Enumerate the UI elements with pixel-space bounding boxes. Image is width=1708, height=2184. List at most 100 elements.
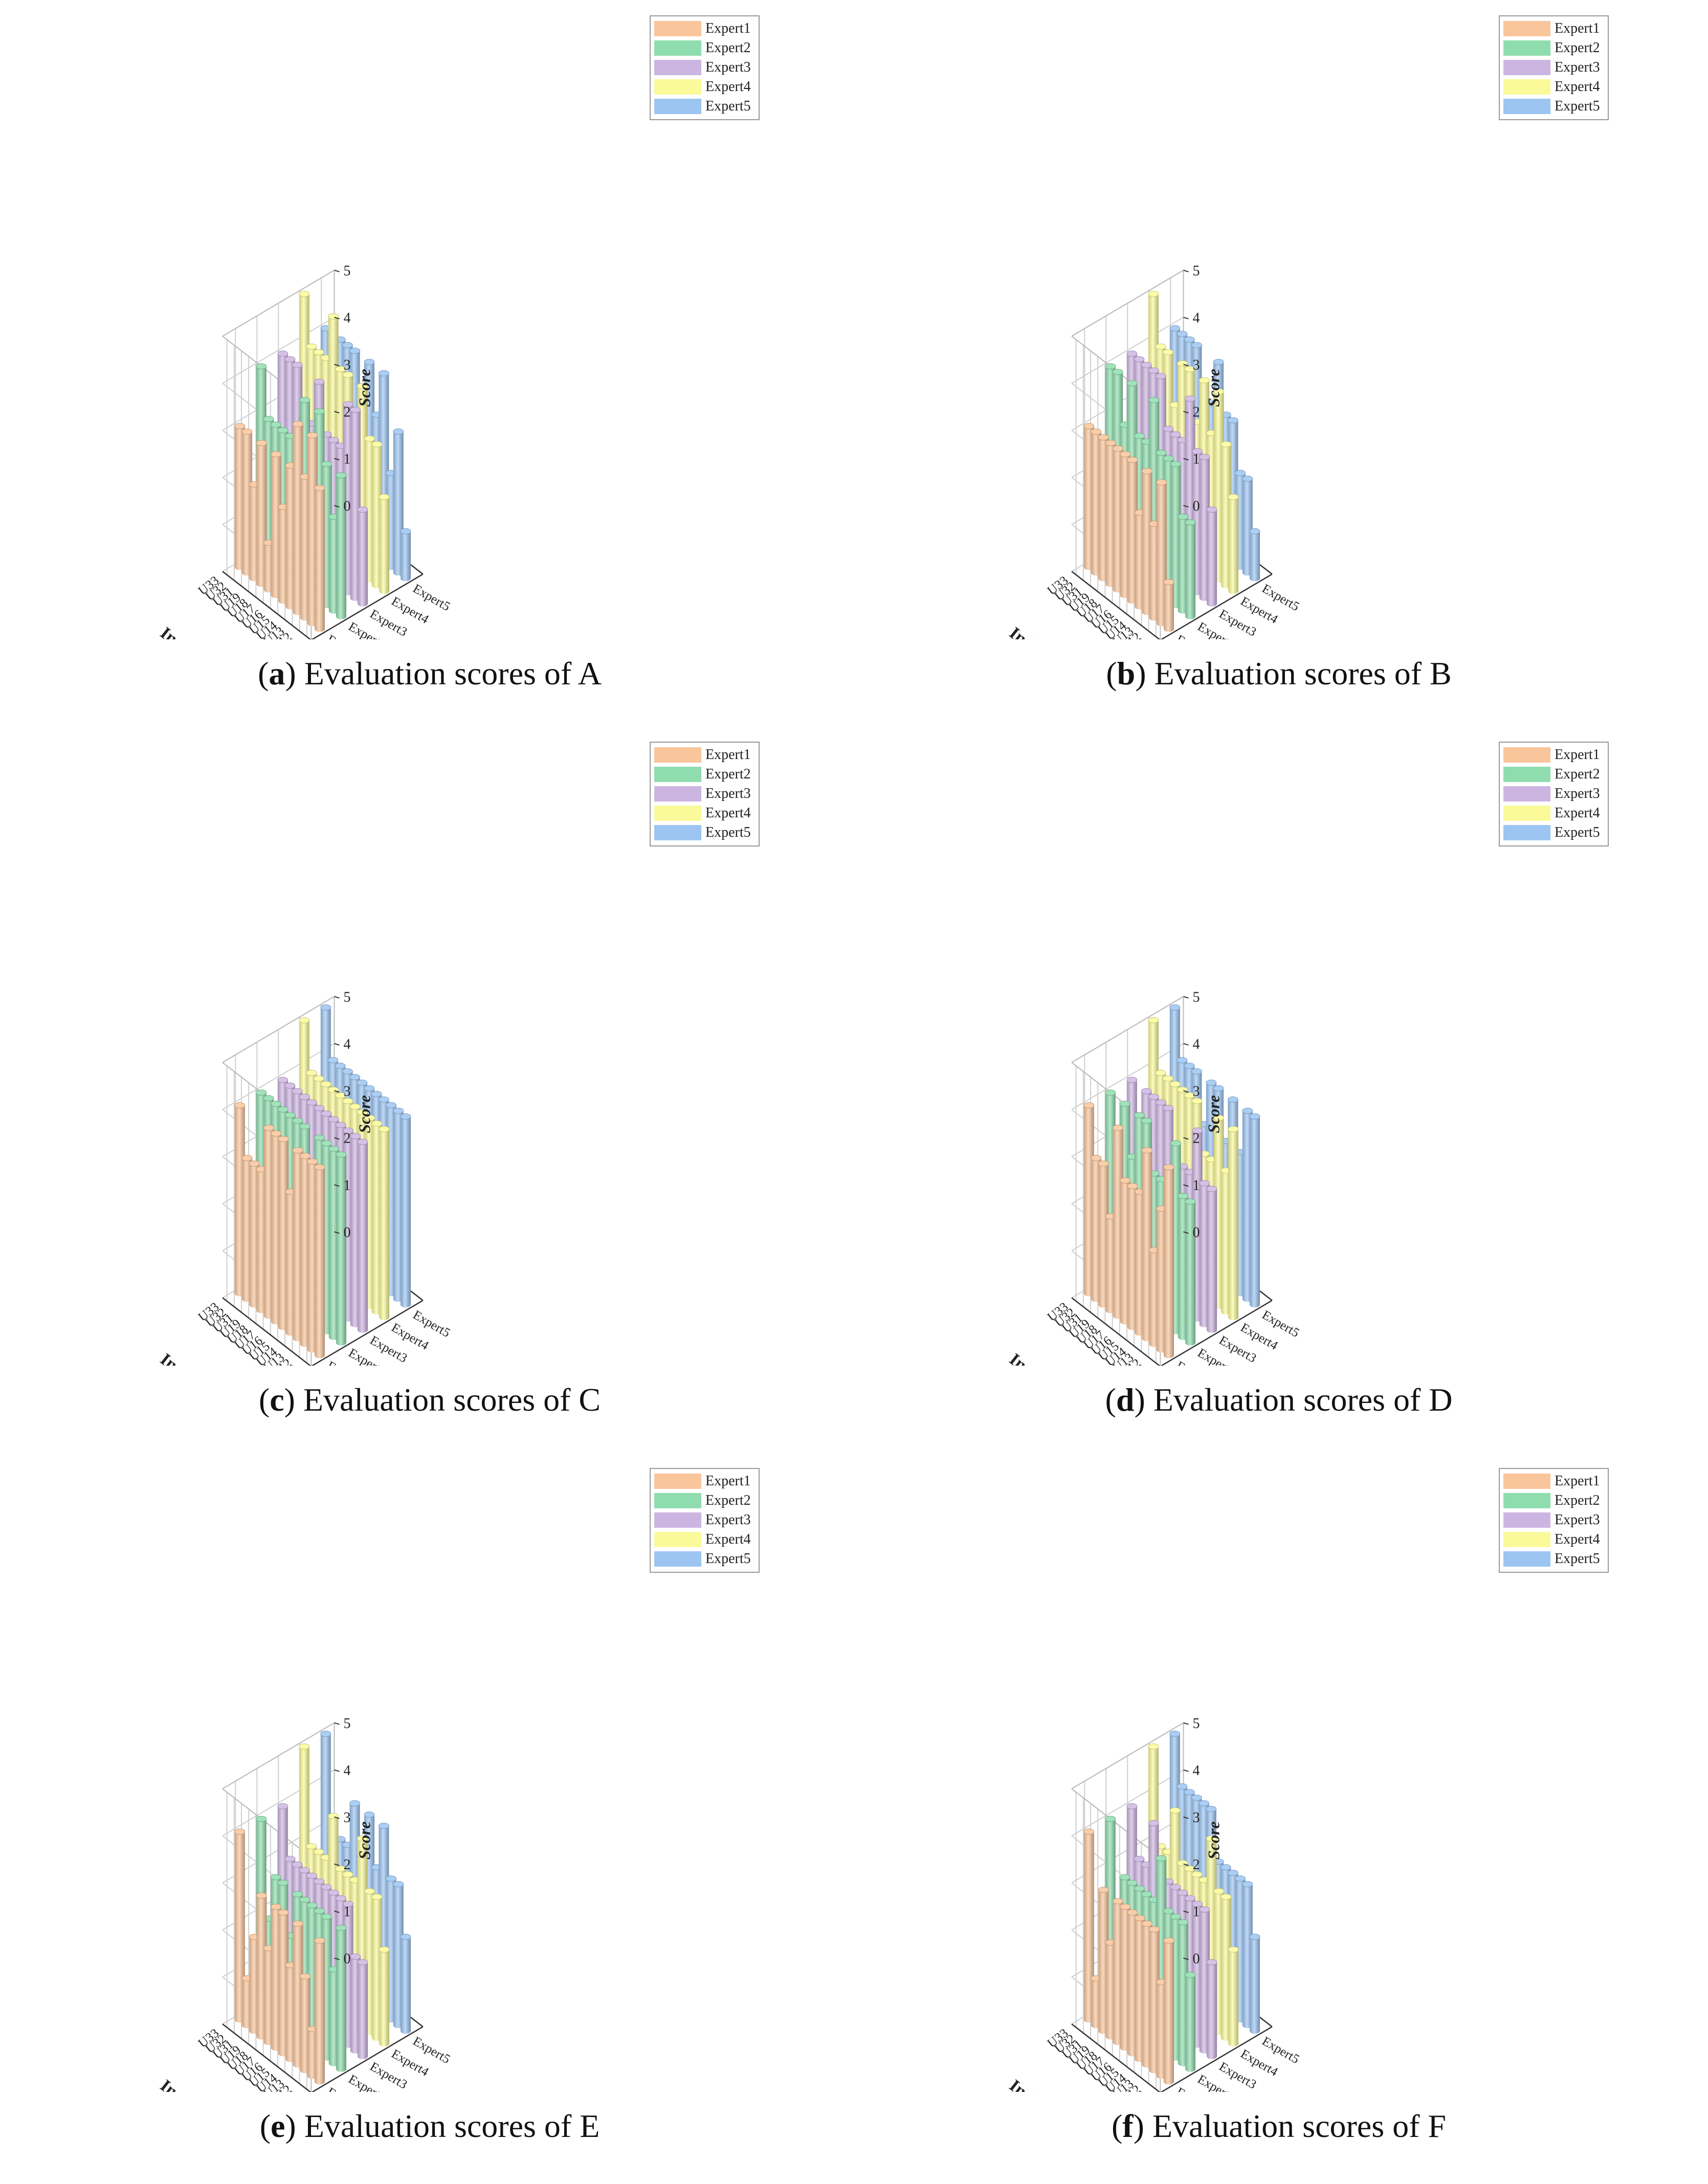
bar-cap bbox=[241, 429, 253, 435]
bar bbox=[1163, 1164, 1174, 1358]
bar-cap bbox=[350, 1953, 361, 1960]
legend-swatch bbox=[1503, 747, 1550, 763]
bar-cap bbox=[400, 1113, 411, 1120]
caption-c: (c) Evaluation scores of C bbox=[258, 1381, 601, 1418]
bar-body bbox=[379, 1949, 389, 2047]
z-tick-mark bbox=[1183, 317, 1189, 320]
bar-cap bbox=[1213, 1085, 1224, 1091]
bar-cap bbox=[1105, 1089, 1116, 1096]
bar bbox=[400, 1113, 411, 1308]
panel-a: 012345ScoreU11U12U13U14U15U16U17U18U19U3… bbox=[20, 0, 839, 716]
bar-cap bbox=[336, 472, 347, 479]
legend-swatch bbox=[1503, 767, 1550, 782]
axis-line bbox=[1160, 1300, 1273, 1366]
legend-label: Expert1 bbox=[705, 20, 751, 36]
bar-cap bbox=[306, 1069, 317, 1076]
bar-cap bbox=[364, 1085, 375, 1091]
bar-cap bbox=[371, 1120, 383, 1127]
legend-swatch bbox=[1503, 786, 1550, 801]
legend-swatch bbox=[654, 806, 701, 821]
legend-item: Expert2 bbox=[654, 38, 755, 58]
bar bbox=[357, 1139, 368, 1333]
axis-line bbox=[1071, 1297, 1161, 1366]
bar-cap bbox=[342, 1098, 353, 1104]
bar-cap bbox=[1228, 494, 1239, 500]
z-tick-label: 4 bbox=[1192, 310, 1200, 326]
panel-b: 012345ScoreU11U12U13U14U15U16U17U18U19U3… bbox=[870, 0, 1688, 716]
bar-cap bbox=[1169, 325, 1181, 331]
bar-cap bbox=[1199, 1906, 1210, 1913]
bars bbox=[234, 1004, 411, 1358]
z-tick-mark bbox=[1183, 1231, 1189, 1234]
legend-label: Expert2 bbox=[1555, 766, 1600, 782]
legend-item: Expert3 bbox=[1503, 58, 1604, 77]
bar bbox=[1185, 1972, 1196, 2072]
bar bbox=[379, 494, 390, 594]
box-edge bbox=[222, 1788, 312, 1858]
z-tick-mark bbox=[334, 1090, 340, 1093]
bar bbox=[1206, 506, 1217, 607]
bar-cap bbox=[1141, 1118, 1152, 1124]
legend-item: Expert3 bbox=[654, 784, 755, 804]
legend-swatch bbox=[1503, 99, 1550, 114]
bar-cap bbox=[364, 359, 375, 365]
bar-cap bbox=[1178, 1919, 1189, 1926]
bar-cap bbox=[270, 1101, 281, 1107]
bar-body bbox=[358, 1142, 368, 1333]
bar-cap bbox=[1191, 1794, 1202, 1801]
legend-item: Expert4 bbox=[654, 77, 755, 97]
legend-swatch bbox=[654, 767, 701, 782]
legend-item: Expert3 bbox=[654, 1510, 755, 1530]
bar-body bbox=[315, 1941, 325, 2085]
bar-cap bbox=[1191, 342, 1202, 348]
bar bbox=[400, 1933, 411, 2034]
bar-cap bbox=[1149, 1926, 1160, 1932]
box-edge bbox=[1071, 1722, 1184, 1790]
legend-swatch bbox=[654, 60, 701, 75]
bar-cap bbox=[1091, 1155, 1102, 1161]
bar bbox=[1228, 1946, 1239, 2047]
chart-e-svg: 012345ScoreU11U12U13U14U15U16U17U18U19U3… bbox=[157, 1715, 453, 2092]
bar-cap bbox=[277, 427, 289, 434]
z-tick-mark bbox=[1183, 1137, 1189, 1140]
z-tick-mark bbox=[334, 1043, 340, 1046]
bar-body bbox=[401, 1116, 411, 1308]
bar-cap bbox=[1170, 1140, 1182, 1147]
bar-cap bbox=[335, 1865, 346, 1872]
legend-e: Expert1 Expert2 Expert3 Expert4 Expert5 bbox=[650, 1468, 760, 1573]
bar-cap bbox=[1163, 1937, 1174, 1944]
bar-cap bbox=[336, 1925, 347, 1931]
z-tick-mark bbox=[1183, 1769, 1189, 1772]
caption-f: (f) Evaluation scores of F bbox=[1111, 2108, 1447, 2144]
bar-cap bbox=[307, 1158, 318, 1165]
bar-body bbox=[1164, 582, 1174, 632]
bar-cap bbox=[292, 1921, 303, 1927]
bar-cap bbox=[234, 1102, 246, 1108]
bar bbox=[1249, 528, 1260, 582]
legend-label: Expert2 bbox=[705, 40, 751, 56]
z-tick-mark bbox=[334, 1231, 340, 1234]
indicator-axis-title: Indicator bbox=[157, 623, 223, 639]
legend-swatch bbox=[654, 1474, 701, 1489]
bar-cap bbox=[1163, 1164, 1174, 1170]
bar bbox=[1206, 1959, 1217, 2059]
z-tick-mark bbox=[334, 317, 340, 320]
bar-cap bbox=[320, 1081, 331, 1087]
bar-cap bbox=[1134, 1885, 1145, 1892]
legend-a: Expert1 Expert2 Expert3 Expert4 Expert5 bbox=[650, 15, 760, 120]
bar-cap bbox=[1199, 454, 1210, 460]
bar-cap bbox=[349, 1074, 361, 1080]
bar-cap bbox=[349, 1800, 361, 1807]
bar-cap bbox=[1141, 1147, 1152, 1153]
bar-cap bbox=[1235, 470, 1246, 476]
bar-cap bbox=[299, 291, 310, 297]
bar-cap bbox=[1249, 1113, 1260, 1120]
bar-body bbox=[358, 1962, 368, 2059]
bar-cap bbox=[1126, 1077, 1138, 1083]
bar-cap bbox=[400, 1933, 411, 1940]
bar-cap bbox=[256, 363, 267, 370]
z-tick-label: 2 bbox=[1192, 404, 1200, 420]
z-tick-label: 1 bbox=[343, 451, 350, 467]
bar-cap bbox=[1119, 1874, 1130, 1881]
z-tick-label: 3 bbox=[1192, 1810, 1200, 1825]
